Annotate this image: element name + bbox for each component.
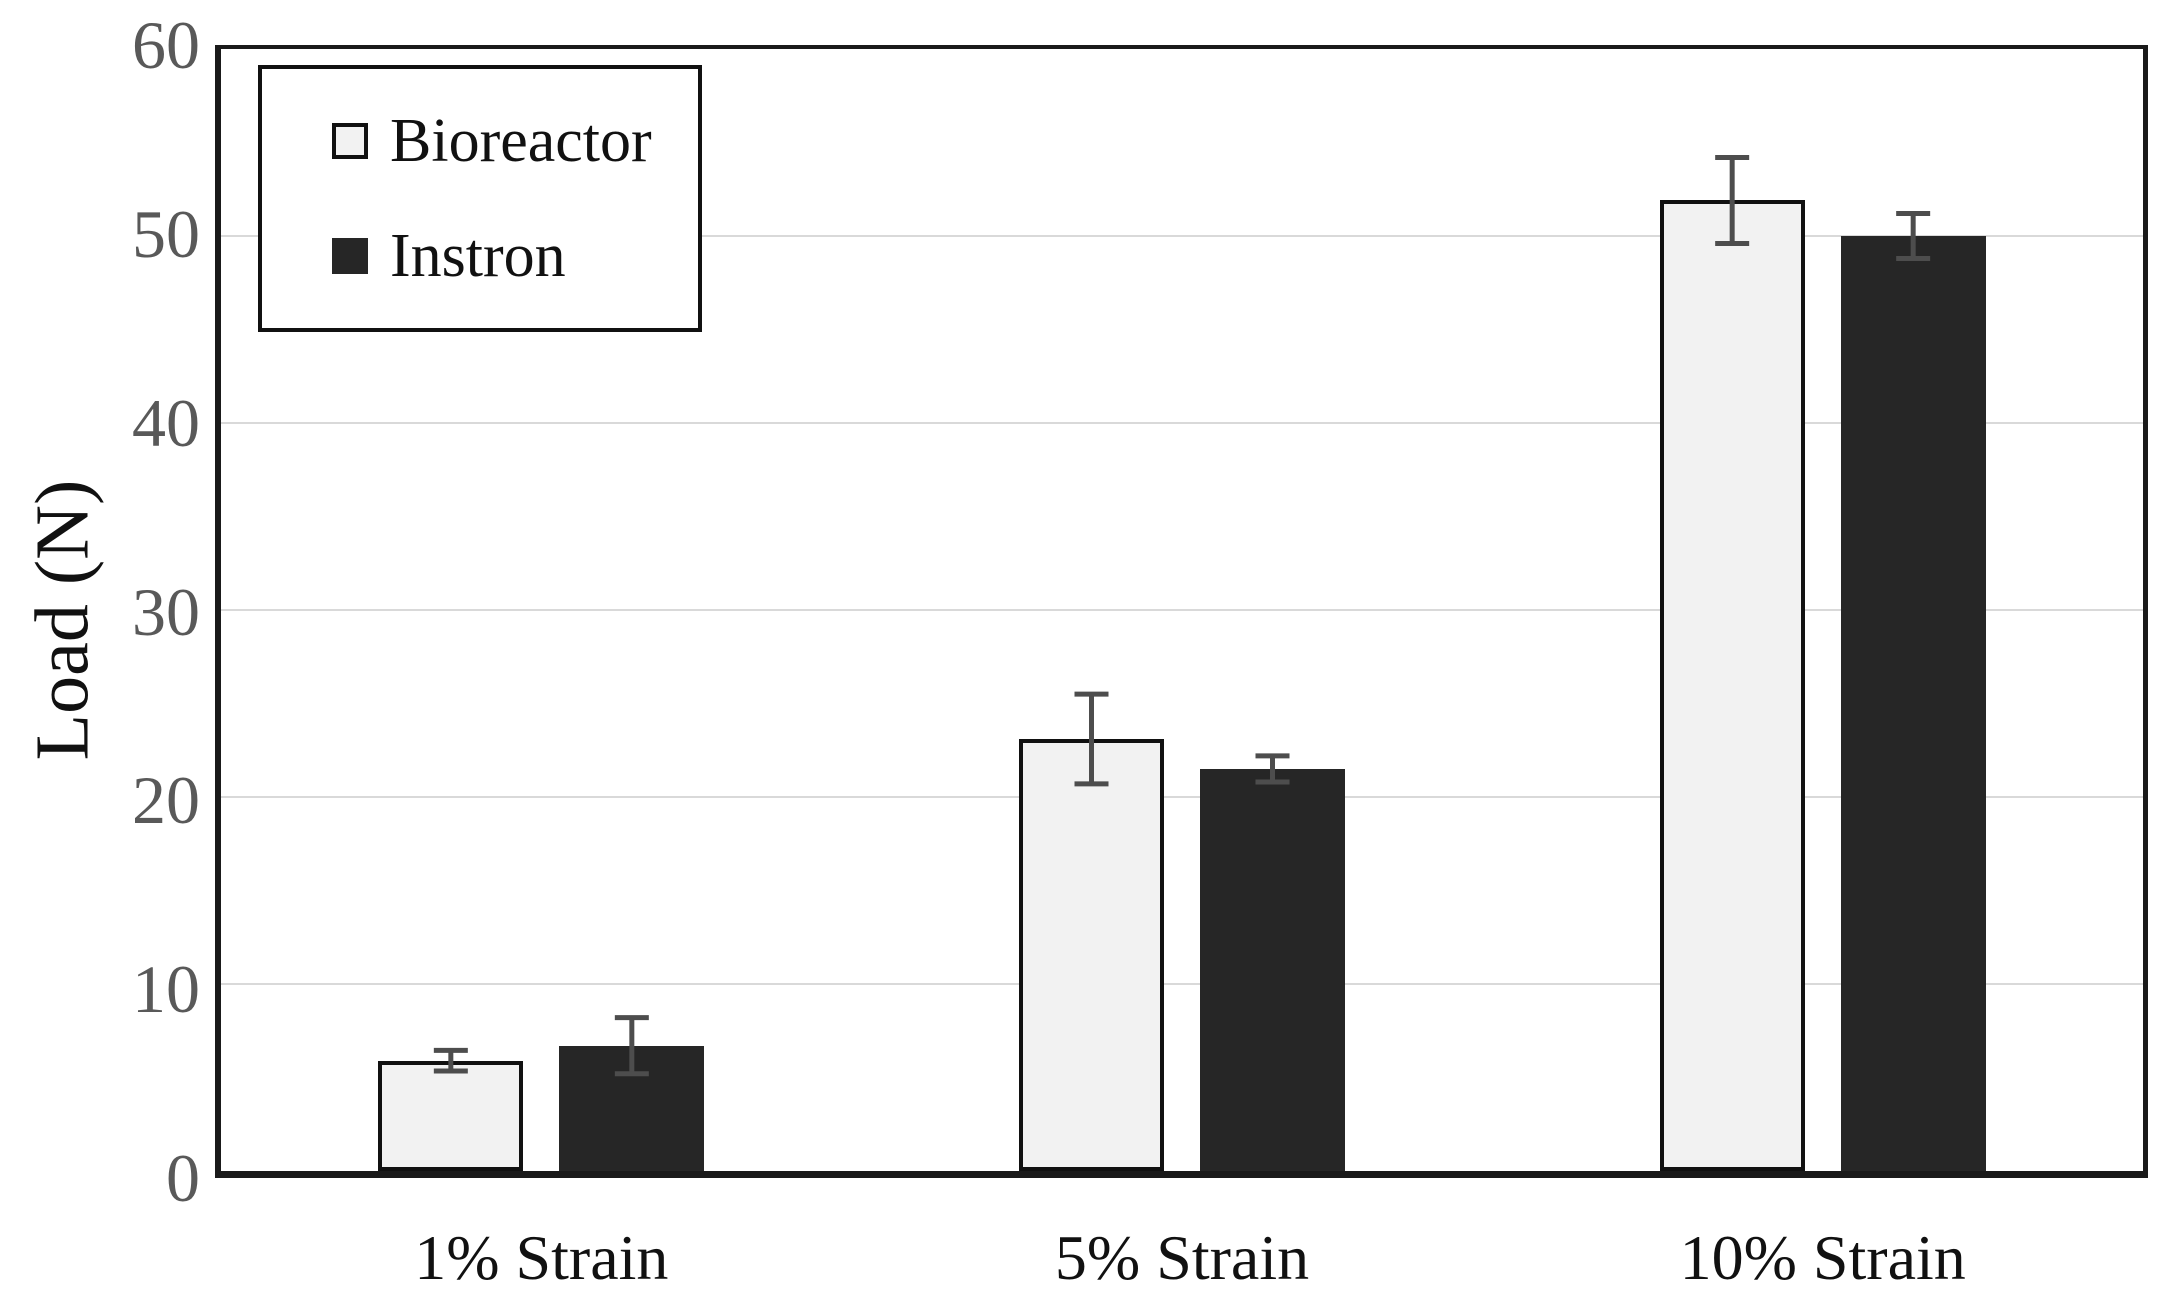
bar-instron-10Strain <box>1840 236 1986 1171</box>
gridline-30 <box>221 609 2143 611</box>
y-tick-label-40: 40 <box>132 384 200 461</box>
gridline-50 <box>221 235 2143 237</box>
legend-item-bioreactor: Bioreactor <box>332 110 688 172</box>
bar-bioreactor-1Strain <box>378 1060 524 1171</box>
bar-instron-1Strain <box>559 1045 705 1171</box>
y-tick-label-0: 0 <box>166 1140 200 1216</box>
x-category-label-1Strain: 1% Strain <box>414 1222 669 1293</box>
x-category-label-10Strain: 10% Strain <box>1679 1222 1966 1293</box>
y-tick-label-20: 20 <box>132 762 200 839</box>
legend-item-instron: Instron <box>332 225 688 287</box>
legend-label-instron: Instron <box>390 222 566 291</box>
legend-label-bioreactor: Bioreactor <box>390 106 652 175</box>
gridline-40 <box>221 422 2143 424</box>
x-category-label-5Strain: 5% Strain <box>1054 1222 1310 1293</box>
y-tick-label-30: 30 <box>132 573 200 650</box>
y-tick-label-50: 50 <box>132 195 200 272</box>
legend-swatch-bioreactor <box>332 122 368 159</box>
bar-bioreactor-5Strain <box>1019 739 1164 1171</box>
y-tick-label-10: 10 <box>132 951 200 1028</box>
y-tick-label-60: 60 <box>132 7 200 83</box>
legend-swatch-instron <box>332 238 368 275</box>
plot-area: Bioreactor Instron <box>215 45 2148 1178</box>
gridline-20 <box>221 796 2143 798</box>
legend: Bioreactor Instron <box>258 65 702 332</box>
plot-inner: Bioreactor Instron <box>221 49 2143 1171</box>
bar-bioreactor-10Strain <box>1659 200 1805 1171</box>
bar-instron-5Strain <box>1200 768 1345 1171</box>
gridline-10 <box>221 983 2143 985</box>
